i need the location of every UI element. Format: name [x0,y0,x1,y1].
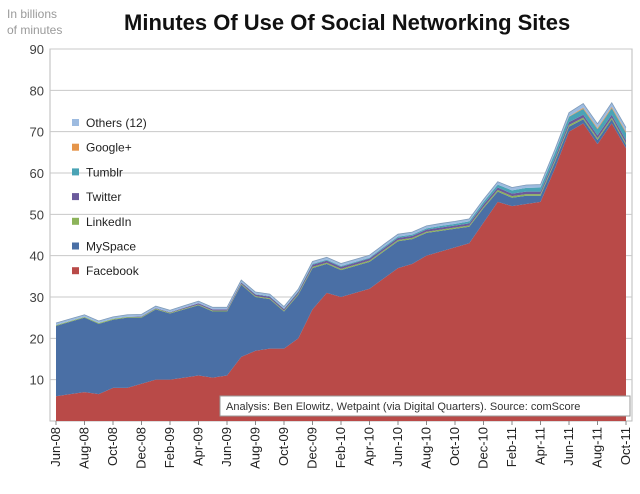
x-tick-label: Jun-11 [561,427,576,466]
legend-swatch [72,119,79,126]
x-tick-label: Apr-10 [362,427,377,466]
legend-swatch [72,143,79,151]
legend-label: Others (12) [86,116,147,130]
x-tick-label: Jun-08 [48,427,63,467]
x-tick-label: Aug-10 [419,427,434,469]
y-tick-label: 30 [30,290,44,305]
legend-label: Google+ [86,141,132,155]
source-box [219,395,631,417]
x-tick-label: Jun-09 [219,427,234,467]
legend-label: Facebook [86,264,140,278]
legend-label: Tumblr [86,165,123,179]
x-tick-label: Feb-09 [162,427,177,468]
x-tick-label: Apr-09 [191,427,206,466]
x-tick-label: Apr-11 [533,427,548,465]
y-tick-label: 40 [30,249,44,264]
x-tick-label: Feb-11 [504,427,519,467]
chart-title: Minutes Of Use Of Social Networking Site… [124,10,570,35]
legend-swatch [72,193,79,201]
x-tick-label: Dec-08 [134,427,149,469]
legend: Others (12) Google+ Tumblr Twitter LinkedIn M… [72,116,147,278]
legend-swatch [72,242,79,250]
y-tick-label: 10 [30,373,44,388]
y-units-label-line2: of minutes [7,23,62,37]
legend-label: MySpace [86,240,136,254]
area-series-myspace [56,119,626,397]
area-top-outline [55,101,627,324]
source-annotation: Analysis: Ben Elowitz, Wetpaint (via Dig… [226,401,580,413]
x-tick-label: Oct-11 [618,427,633,465]
y-tick-label: 90 [30,42,44,57]
y-tick-label: 80 [30,83,44,98]
x-tick-label: Dec-10 [476,427,491,469]
stacked-areas [55,101,627,422]
y-units-label-line1: In billions [7,7,57,21]
x-tick-label: Oct-10 [447,427,462,466]
y-tick-label: 20 [30,331,44,346]
x-tick-label: Aug-08 [77,427,92,469]
y-tick-label: 50 [30,207,44,222]
x-tick-label: Aug-09 [248,427,263,469]
legend-swatch [72,217,79,225]
legend-label: Twitter [86,190,121,204]
legend-swatch [72,168,79,176]
x-tick-label: Aug-11 [590,427,605,468]
x-tick-label: Dec-09 [305,427,320,469]
legend-swatch [72,267,79,275]
x-tick-label: Oct-08 [105,427,120,466]
x-tick-label: Feb-10 [333,427,348,468]
x-axis: Jun-08 Aug-08 Oct-08 Dec-08 Feb-09 Apr-09 Jun-… [48,421,633,469]
y-tick-label: 70 [30,125,44,140]
x-tick-label: Oct-09 [276,427,291,466]
x-tick-label: Jun-10 [390,427,405,467]
legend-label: LinkedIn [86,215,131,229]
y-tick-label: 60 [30,166,44,181]
y-axis: 10 20 30 40 50 60 70 80 90 [30,42,44,388]
area-series-facebook [56,123,626,422]
